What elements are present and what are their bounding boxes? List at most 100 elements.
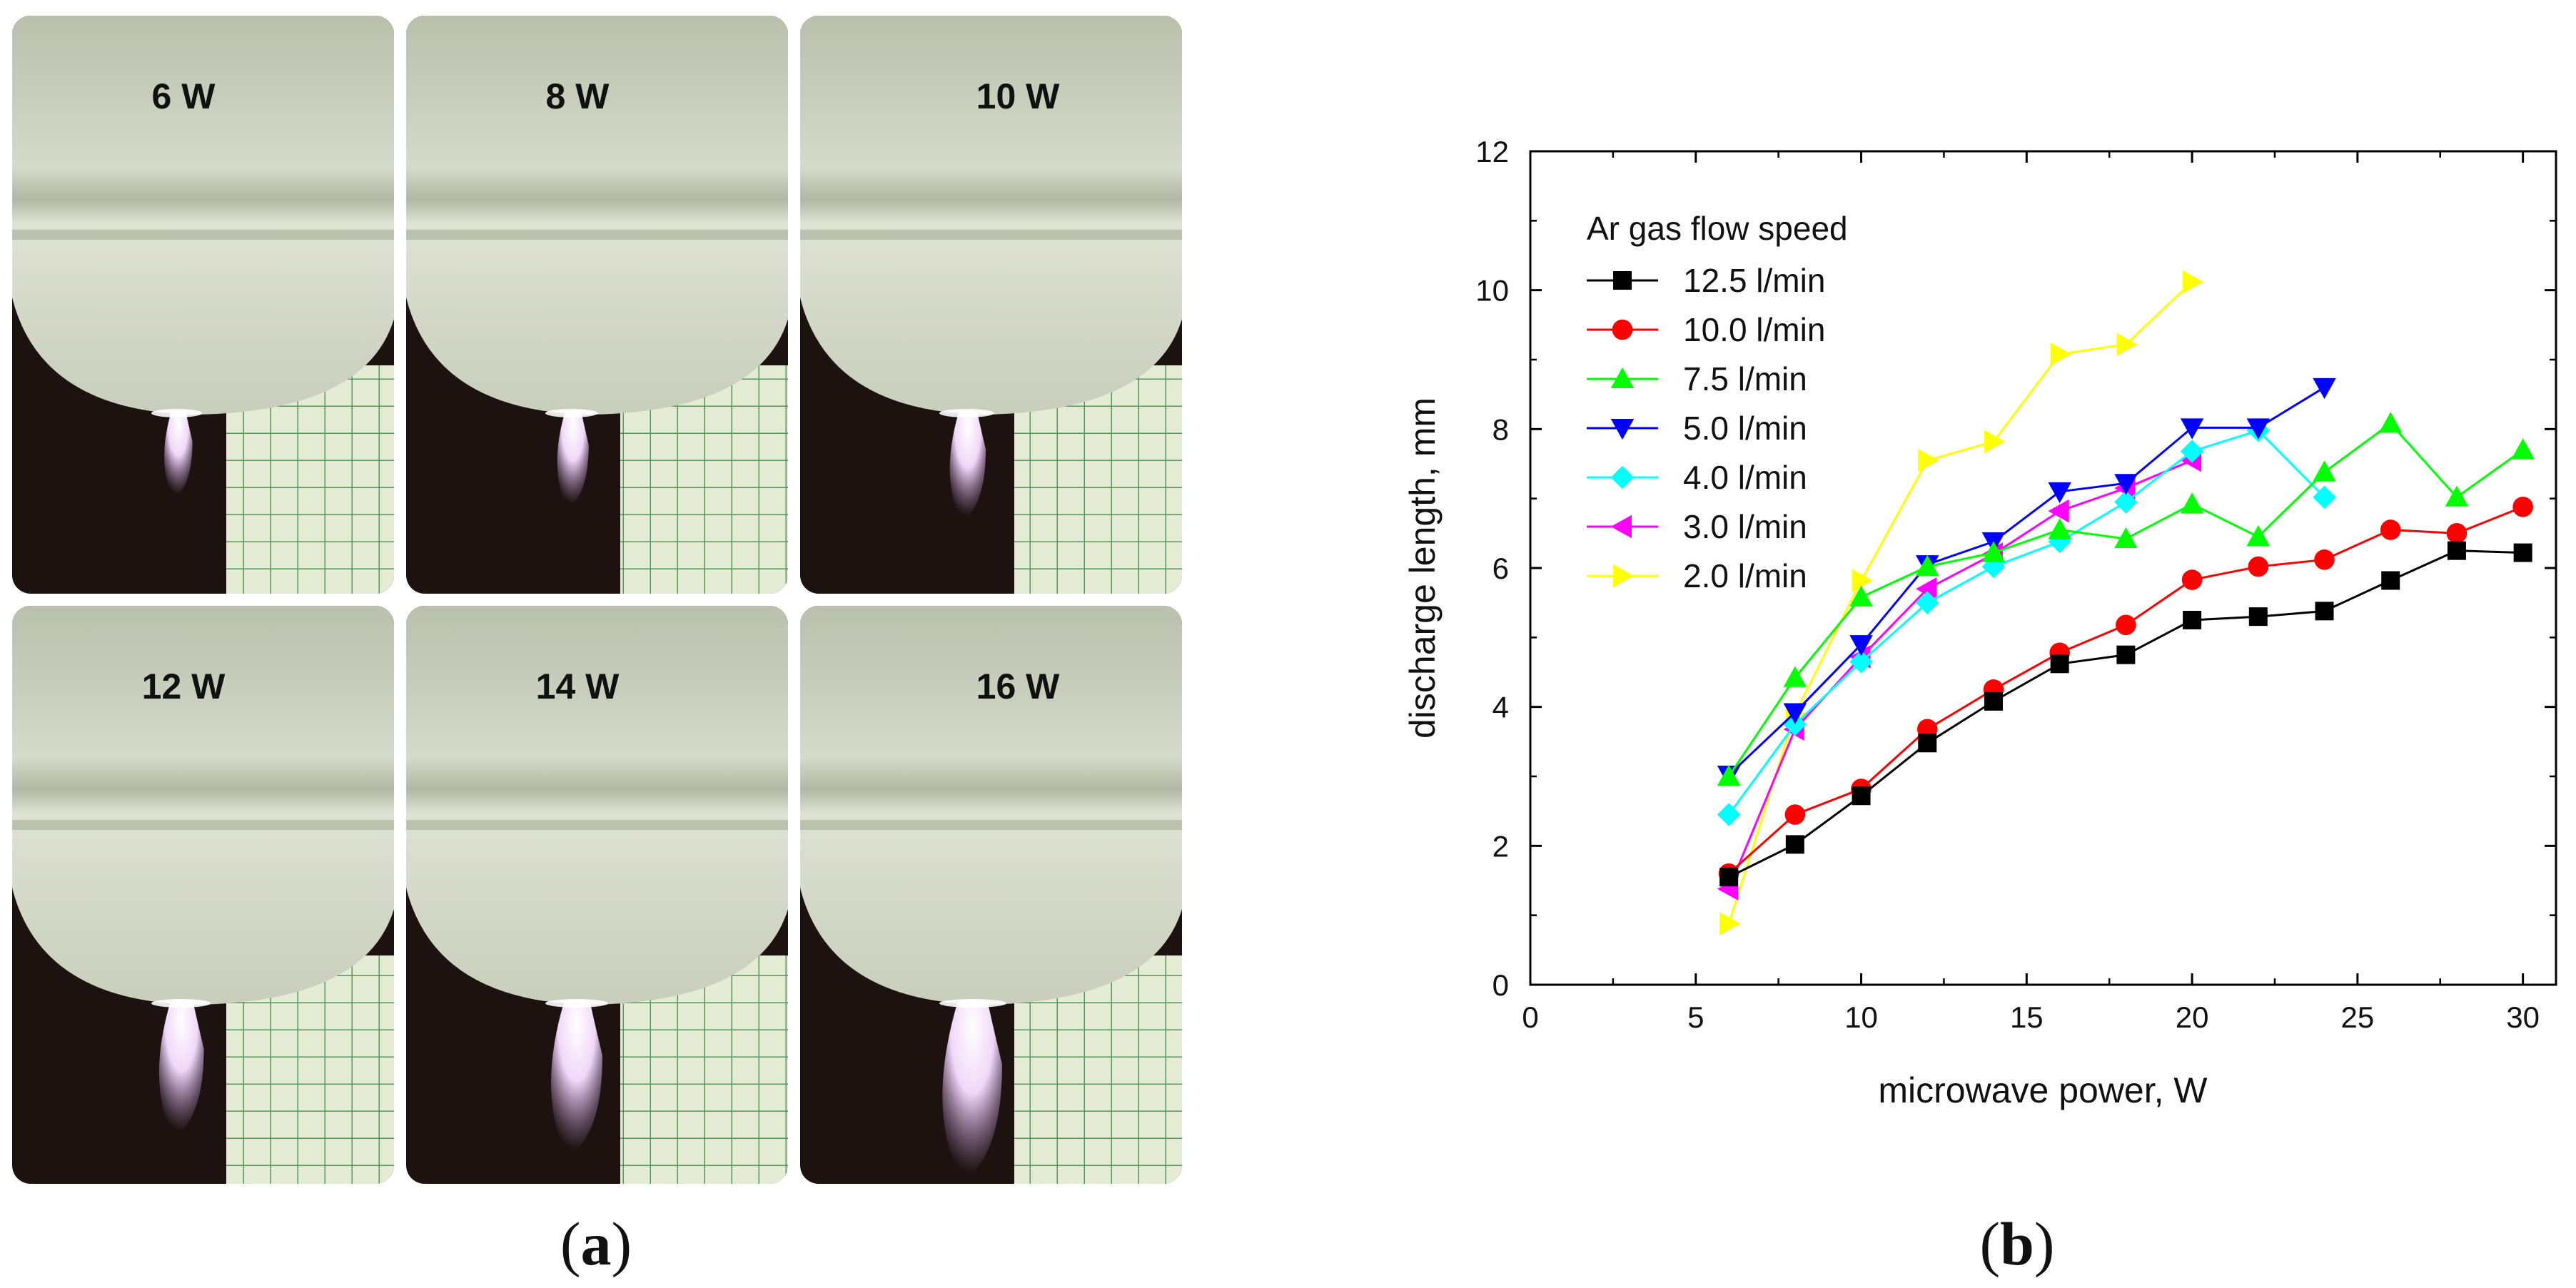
legend-label: 5.0 l/min	[1683, 410, 1807, 447]
data-point	[2380, 519, 2401, 540]
data-point	[2248, 607, 2268, 627]
data-point	[1918, 448, 1939, 472]
data-point	[2048, 518, 2071, 539]
panel-b-caption: (b)	[1979, 1210, 2054, 1278]
data-point	[1717, 764, 1741, 786]
resonator-band	[406, 230, 788, 240]
y-tick-label: 12	[1475, 135, 1509, 168]
legend-label: 7.5 l/min	[1683, 360, 1807, 397]
legend-item: 10.0 l/min	[1587, 311, 1825, 348]
data-point	[2181, 569, 2203, 590]
x-tick-label: 15	[2010, 1000, 2044, 1034]
data-point	[1785, 835, 1804, 854]
legend-item: 12.5 l/min	[1587, 262, 1825, 299]
data-point	[1984, 691, 2003, 711]
data-point	[2180, 418, 2204, 440]
data-point	[1719, 868, 1739, 887]
x-tick-label: 30	[2506, 1000, 2540, 1034]
legend-marker	[1610, 367, 1635, 388]
legend-marker	[1613, 271, 1632, 290]
photo-tile: 6 W	[12, 16, 394, 594]
data-point	[2446, 523, 2468, 544]
data-point	[1918, 734, 1937, 753]
legend-label: 4.0 l/min	[1683, 459, 1807, 496]
data-point	[2180, 492, 2204, 514]
dielectric-resonator	[406, 16, 788, 415]
plasma-core	[939, 409, 994, 417]
legend-item: 2.0 l/min	[1587, 557, 1807, 594]
x-axis-title: microwave power, W	[1878, 1070, 2208, 1110]
legend-marker	[1612, 319, 1633, 340]
data-point	[1916, 577, 1937, 601]
x-tick-label: 20	[2176, 1000, 2209, 1034]
series-line	[1728, 386, 2325, 776]
y-tick-label: 0	[1492, 968, 1509, 1002]
data-point	[1783, 666, 1807, 687]
photo-power-label: 16 W	[976, 666, 1061, 706]
data-point	[1916, 554, 1939, 577]
legend-title: Ar gas flow speed	[1587, 210, 1848, 247]
plasma-discharge	[949, 410, 986, 522]
photo-power-label: 6 W	[152, 76, 216, 116]
data-point	[2381, 571, 2400, 590]
plasma-core	[545, 409, 598, 417]
resonator-band	[800, 820, 1182, 830]
data-point	[2378, 412, 2403, 433]
data-point	[1981, 541, 2006, 562]
data-point	[2246, 524, 2271, 547]
data-point	[2313, 460, 2336, 482]
data-point	[2114, 490, 2138, 514]
legend-item: 5.0 l/min	[1587, 410, 1807, 447]
series-5-0-l-min	[1717, 377, 2336, 787]
data-point	[2183, 270, 2204, 294]
photo-power-label: 14 W	[536, 666, 620, 706]
panel-b-chart: 0 5 10 15 20 25 30 0 2 4 6 8 10 12 Ar gas flow speed …	[1403, 135, 2557, 1110]
dielectric-resonator	[12, 16, 394, 415]
data-point	[1783, 703, 1807, 724]
photo-tile: 8 W	[406, 16, 788, 594]
series-line	[1728, 549, 2523, 878]
data-point	[2313, 377, 2336, 400]
photo-tile: 16 W	[800, 606, 1182, 1184]
plasma-discharge	[551, 1000, 602, 1158]
legend-label: 3.0 l/min	[1683, 508, 1807, 545]
legend-marker	[1610, 514, 1632, 539]
legend-item: 3.0 l/min	[1587, 508, 1807, 545]
dielectric-resonator	[12, 606, 394, 1005]
plasma-discharge	[158, 1000, 204, 1139]
resonator-band	[12, 820, 394, 830]
data-point	[2050, 342, 2071, 366]
data-point	[2313, 485, 2336, 509]
x-tick-label: 25	[2341, 1000, 2375, 1034]
data-point	[2114, 474, 2138, 495]
data-point	[2314, 549, 2335, 570]
data-point	[2315, 602, 2334, 621]
plasma-discharge	[557, 410, 589, 509]
photo-power-label: 10 W	[976, 76, 1061, 116]
photo-power-label: 12 W	[142, 666, 226, 706]
series-4-0-l-min	[1717, 419, 2336, 826]
data-point	[2116, 645, 2136, 664]
y-tick-label: 8	[1492, 412, 1509, 446]
data-point	[1717, 803, 1741, 826]
legend-marker	[1610, 419, 1635, 440]
resonator-band	[406, 820, 788, 830]
series-7-5-l-min	[1717, 412, 2535, 786]
legend: Ar gas flow speed 12.5 l/min 10.0 l/min 7.…	[1587, 210, 1848, 594]
axis-ticks: 0 5 10 15 20 25 30 0 2 4 6 8 10 12	[1475, 135, 2556, 1034]
legend-label: 12.5 l/min	[1683, 262, 1825, 299]
data-point	[1916, 591, 1939, 614]
y-tick-label: 2	[1492, 829, 1509, 863]
x-tick-label: 0	[1522, 1000, 1538, 1034]
data-point	[1719, 912, 1741, 935]
series-12-5-l-min	[1719, 541, 2532, 887]
legend-marker	[1613, 564, 1635, 588]
data-point	[2116, 614, 2136, 636]
data-point	[2180, 440, 2204, 463]
data-point	[2513, 543, 2532, 562]
legend-marker	[1610, 465, 1635, 490]
photo-tile: 12 W	[12, 606, 394, 1184]
data-point	[1849, 585, 1873, 607]
y-axis-title: discharge length, mm	[1403, 397, 1443, 739]
